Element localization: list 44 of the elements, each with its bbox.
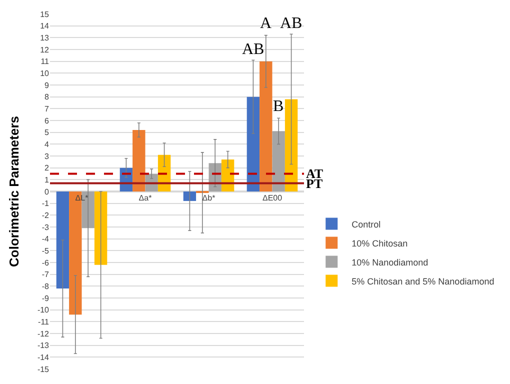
legend-label: 10% Nanodiamond <box>352 257 428 268</box>
y-tick-label: 3 <box>44 152 50 161</box>
y-tick-label: -6 <box>42 258 50 268</box>
legend-label: Control <box>352 219 381 230</box>
y-tick-label: 2 <box>44 164 50 173</box>
y-tick-label: 4 <box>44 140 50 149</box>
y-tick-label: 1 <box>44 175 50 184</box>
y-tick-label: 0 <box>44 187 50 196</box>
y-tick-label: 9 <box>44 80 50 90</box>
legend-label: 10% Chitosan <box>352 238 408 248</box>
y-tick-label: 14 <box>40 22 50 31</box>
y-tick-label: 5 <box>44 128 50 138</box>
y-tick-label: -9 <box>42 294 50 303</box>
y-tick-label: 7 <box>44 104 50 114</box>
y-tick-label: 15 <box>40 10 50 19</box>
y-tick-label: -15 <box>37 364 50 374</box>
ref-line-label: AT <box>306 166 324 181</box>
annotation: AB <box>280 15 302 32</box>
y-tick-label: 13 <box>40 33 50 42</box>
y-tick-label: -14 <box>37 352 50 362</box>
y-tick-label: -3 <box>42 222 50 232</box>
y-tick-label: -5 <box>42 246 50 256</box>
y-tick-label: -8 <box>42 282 50 291</box>
y-tick-label: -1 <box>42 199 50 208</box>
y-tick-label: -10 <box>37 306 50 315</box>
y-tick-label: -11 <box>38 317 50 326</box>
y-tick-label: -2 <box>42 210 50 220</box>
annotation: AB <box>242 41 264 58</box>
y-tick-label: 6 <box>44 116 50 126</box>
x-tick-label: ΔE00 <box>262 194 283 202</box>
x-tick-label: Δb* <box>202 194 216 202</box>
y-tick-label: -13 <box>37 341 50 350</box>
y-tick-label: -4 <box>42 234 50 244</box>
annotation: A <box>260 15 272 32</box>
y-tick-label: -7 <box>42 270 50 280</box>
y-tick-label: 8 <box>44 92 50 102</box>
y-axis-title: Colorimetric Parameters <box>6 116 22 268</box>
legend-label: 5% Chitosan and 5% Nanodiamond <box>352 276 494 286</box>
x-tick-label: Δa* <box>138 194 152 202</box>
y-tick-label: 10 <box>40 68 50 78</box>
annotation: B <box>273 98 284 115</box>
y-tick-label: 12 <box>40 45 50 54</box>
y-tick-label: 11 <box>40 57 50 66</box>
y-tick-label: -12 <box>37 329 50 338</box>
